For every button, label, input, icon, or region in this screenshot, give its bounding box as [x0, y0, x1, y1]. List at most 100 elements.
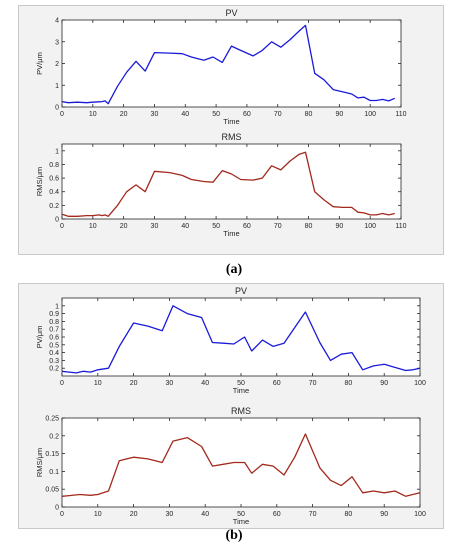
y-axis-label: PV/μm: [35, 326, 44, 349]
x-tick-label: 50: [212, 223, 220, 230]
x-tick-label: 60: [273, 511, 281, 518]
chart-title: RMS: [222, 132, 242, 142]
x-axis-label: Time: [223, 229, 239, 238]
figure-panel-a: PV 0 10 20 30 40 50 60 70 80 90 100 110 0 1 2 3 4 Time PV/μ…: [0, 0, 468, 262]
x-tick-label: 80: [345, 511, 353, 518]
chart-title: PV: [225, 8, 237, 18]
x-tick-label: 80: [305, 111, 313, 118]
x-tick-label: 40: [181, 223, 189, 230]
series-line: [61, 433, 421, 497]
x-tick-label: 20: [130, 380, 138, 387]
x-tick-label: 80: [305, 223, 313, 230]
chart-title: RMS: [231, 406, 251, 416]
y-tick-label: 0.8: [49, 319, 59, 326]
x-tick-label: 50: [237, 380, 245, 387]
x-tick-label: 100: [414, 380, 426, 387]
x-tick-label: 30: [166, 380, 174, 387]
axes-box: [61, 297, 421, 377]
y-tick-label: 0.7: [49, 327, 59, 334]
x-tick-label: 20: [120, 111, 128, 118]
y-tick-label: 0: [55, 105, 59, 112]
x-tick-label: 90: [380, 380, 388, 387]
x-tick-label: 50: [237, 511, 245, 518]
x-tick-label: 30: [166, 511, 174, 518]
y-tick-label: 0.2: [49, 366, 59, 373]
x-tick-label: 50: [212, 111, 220, 118]
x-tick-label: 90: [335, 223, 343, 230]
x-tick-label: 70: [309, 511, 317, 518]
chart-title: PV: [235, 286, 247, 296]
y-tick-label: 2: [55, 61, 59, 68]
x-tick-label: 10: [94, 380, 102, 387]
x-tick-label: 90: [335, 111, 343, 118]
x-tick-label: 0: [60, 223, 64, 230]
chart-a-pv: PV 0 10 20 30 40 50 60 70 80 90 100 110 0 1 2 3 4 Time PV/μ…: [35, 8, 407, 126]
chart-b-pv: PV0 10 20 30 40 50 60 70 80 90 1000.20.30.40.50.60…: [35, 286, 426, 395]
y-tick-label: 0.15: [45, 451, 59, 458]
axes-box: [61, 143, 402, 220]
x-tick-label: 100: [414, 511, 426, 518]
axes-box: [61, 19, 402, 108]
y-tick-label: 0.6: [49, 335, 59, 342]
plot-area: [62, 144, 401, 219]
y-tick-label: 1: [55, 148, 59, 155]
x-tick-label: 100: [364, 223, 376, 230]
y-axis-label: RMS/μm: [35, 167, 44, 196]
chart-a-rms: RMS 0 10 20 30 40 50 60 70 80 90 100 110 0 0.2 0.4 0.6 0.…: [35, 132, 407, 238]
x-axis-label: Time: [233, 517, 249, 526]
caption-a: (a): [225, 262, 243, 277]
x-tick-label: 110: [395, 111, 406, 118]
x-axis-label: Time: [233, 386, 249, 395]
x-tick-label: 30: [151, 223, 159, 230]
y-tick-label: 3: [55, 39, 59, 46]
x-tick-label: 100: [364, 111, 376, 118]
caption-b: (b): [225, 528, 243, 543]
x-axis-label: Time: [223, 117, 239, 126]
x-tick-label: 110: [395, 223, 406, 230]
chart-b-rms: RMS 0 10 20 30 40 50 60 70 80 90 100 0 0.05 0.1 0.15 0.2…: [35, 406, 426, 526]
y-tick-label: 0.3: [49, 358, 59, 365]
x-tick-label: 90: [380, 511, 388, 518]
x-tick-label: 60: [243, 111, 251, 118]
y-tick-label: 4: [55, 18, 59, 25]
y-tick-label: 0.8: [49, 162, 59, 169]
y-axis-label: PV/μm: [35, 52, 44, 75]
y-tick-label: 1: [55, 83, 59, 90]
y-tick-label: 0.6: [49, 176, 59, 183]
y-tick-label: 0: [55, 505, 59, 512]
x-tick-label: 60: [243, 223, 251, 230]
y-axis-label: RMS/μm: [35, 448, 44, 477]
x-tick-label: 40: [201, 511, 209, 518]
series-line: [61, 305, 421, 374]
y-tick-label: 0.2: [49, 433, 59, 440]
axes-box: [61, 417, 421, 508]
x-tick-label: 40: [181, 111, 189, 118]
x-tick-label: 60: [273, 380, 281, 387]
y-tick-label: 0: [55, 217, 59, 224]
x-tick-label: 70: [274, 111, 282, 118]
series-line: [61, 24, 396, 105]
x-tick-label: 40: [201, 380, 209, 387]
x-tick-label: 20: [120, 223, 128, 230]
x-tick-label: 0: [60, 111, 64, 118]
y-tick-label: 1: [55, 303, 59, 310]
plot-area: [62, 298, 420, 376]
x-tick-label: 30: [151, 111, 159, 118]
x-tick-label: 70: [274, 223, 282, 230]
y-tick-label: 0.4: [49, 350, 59, 357]
y-tick-label: 0.05: [45, 487, 59, 494]
x-tick-label: 10: [89, 223, 97, 230]
x-tick-label: 70: [309, 380, 317, 387]
x-tick-label: 10: [94, 511, 102, 518]
x-tick-label: 10: [89, 111, 97, 118]
y-tick-label: 0.25: [45, 416, 59, 423]
y-tick-label: 0.1: [49, 469, 59, 476]
series-line: [61, 151, 395, 217]
y-tick-label: 0.5: [49, 342, 59, 349]
x-tick-label: 20: [130, 511, 138, 518]
y-tick-label: 0.4: [49, 189, 59, 196]
x-tick-label: 0: [60, 511, 64, 518]
x-tick-label: 0: [60, 380, 64, 387]
y-tick-label: 0.2: [49, 203, 59, 210]
